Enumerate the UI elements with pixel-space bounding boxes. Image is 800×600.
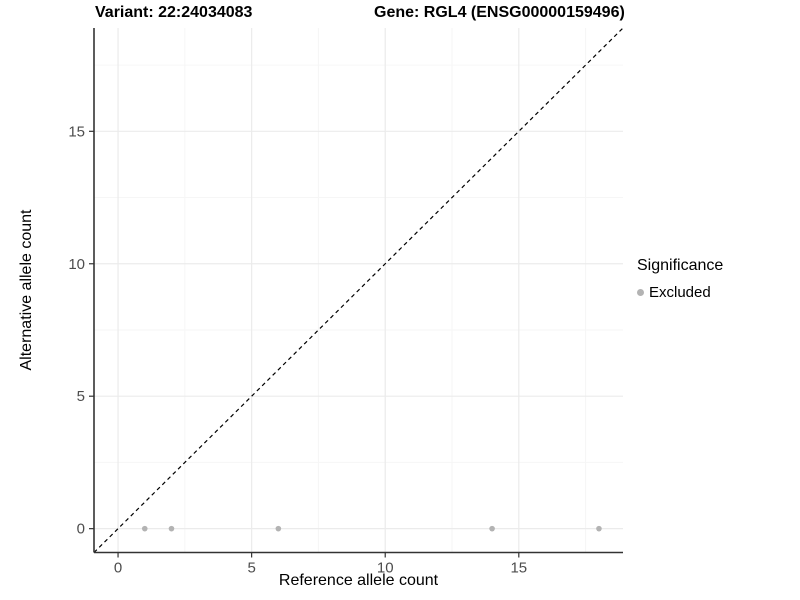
data-points bbox=[141, 525, 602, 532]
tick-labels: 0 5 10 15 0 5 10 15 bbox=[68, 123, 527, 576]
identity-line bbox=[93, 27, 624, 553]
y-axis-label: Alternative allele count bbox=[18, 209, 35, 371]
title-variant: Variant: 22:24034083 bbox=[95, 4, 253, 21]
x-tick-label: 10 bbox=[377, 560, 394, 577]
data-point bbox=[275, 525, 282, 532]
x-tick-label: 5 bbox=[247, 560, 255, 577]
y-tick-label: 10 bbox=[68, 256, 85, 273]
legend: Significance Excluded bbox=[637, 257, 723, 301]
y-tick-label: 15 bbox=[68, 123, 85, 140]
excluded-point-icon bbox=[637, 289, 644, 296]
identity-dashed-line bbox=[93, 27, 624, 553]
data-point bbox=[489, 525, 495, 532]
legend-title: Significance bbox=[637, 257, 724, 274]
x-axis-label: Reference allele count bbox=[278, 572, 439, 589]
gridlines-major bbox=[94, 28, 623, 553]
gridlines-minor bbox=[94, 28, 623, 553]
tick-marks bbox=[89, 130, 520, 558]
x-tick-label: 0 bbox=[114, 560, 122, 577]
y-tick-label: 0 bbox=[77, 521, 85, 538]
legend-item-excluded: Excluded bbox=[637, 284, 723, 301]
x-tick-label: 15 bbox=[510, 560, 527, 577]
data-point bbox=[596, 525, 602, 532]
y-tick-label: 5 bbox=[77, 388, 85, 405]
axis-lines bbox=[93, 28, 623, 554]
legend-item-label: Excluded bbox=[649, 284, 711, 301]
data-point bbox=[141, 525, 148, 532]
data-point bbox=[168, 525, 175, 532]
title-gene: Gene: RGL4 (ENSG00000159496) bbox=[374, 4, 625, 21]
